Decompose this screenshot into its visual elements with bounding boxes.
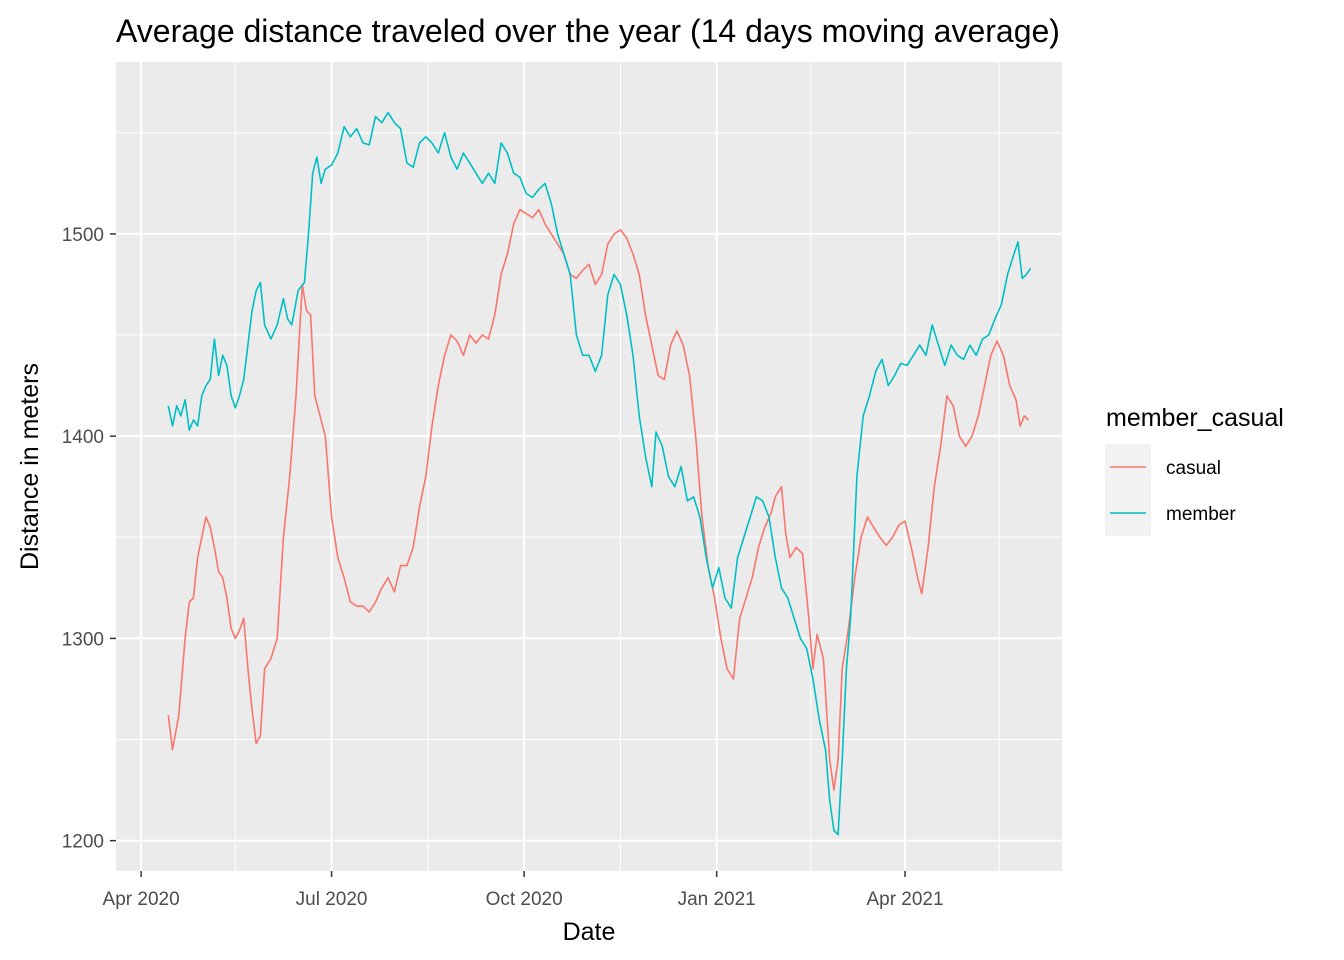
plot-panel xyxy=(116,62,1062,871)
series-lines xyxy=(167,111,1032,836)
series-line-member xyxy=(167,111,1032,836)
legend-label-member: member xyxy=(1166,504,1236,525)
chart-title: Average distance traveled over the year … xyxy=(116,13,1060,49)
major-gridlines xyxy=(116,62,1062,871)
x-tick-label: Oct 2020 xyxy=(486,889,563,910)
x-tick-label: Jan 2021 xyxy=(678,889,756,910)
x-tick-label: Apr 2020 xyxy=(103,889,180,910)
legend: member_casual casual member xyxy=(1105,404,1284,536)
y-tick-label: 1400 xyxy=(62,427,104,448)
x-axis-title: Date xyxy=(563,918,616,946)
x-tick-label: Jul 2020 xyxy=(296,889,368,910)
minor-gridlines xyxy=(116,62,1062,871)
legend-label-casual: casual xyxy=(1166,458,1221,479)
y-axis-title: Distance in meters xyxy=(16,363,44,570)
y-tick-label: 1200 xyxy=(62,832,104,853)
y-tick-label: 1500 xyxy=(62,225,104,246)
x-tick-label: Apr 2021 xyxy=(866,889,943,910)
legend-item-member: member xyxy=(1105,490,1236,536)
y-axis: 1200 1300 1400 1500 xyxy=(62,225,116,853)
y-tick-label: 1300 xyxy=(62,629,104,650)
series-line-casual xyxy=(167,208,1030,791)
legend-title: member_casual xyxy=(1106,404,1284,432)
x-axis: Apr 2020 Jul 2020 Oct 2020 Jan 2021 Apr 2021 xyxy=(103,871,944,910)
legend-item-casual: casual xyxy=(1105,444,1221,490)
